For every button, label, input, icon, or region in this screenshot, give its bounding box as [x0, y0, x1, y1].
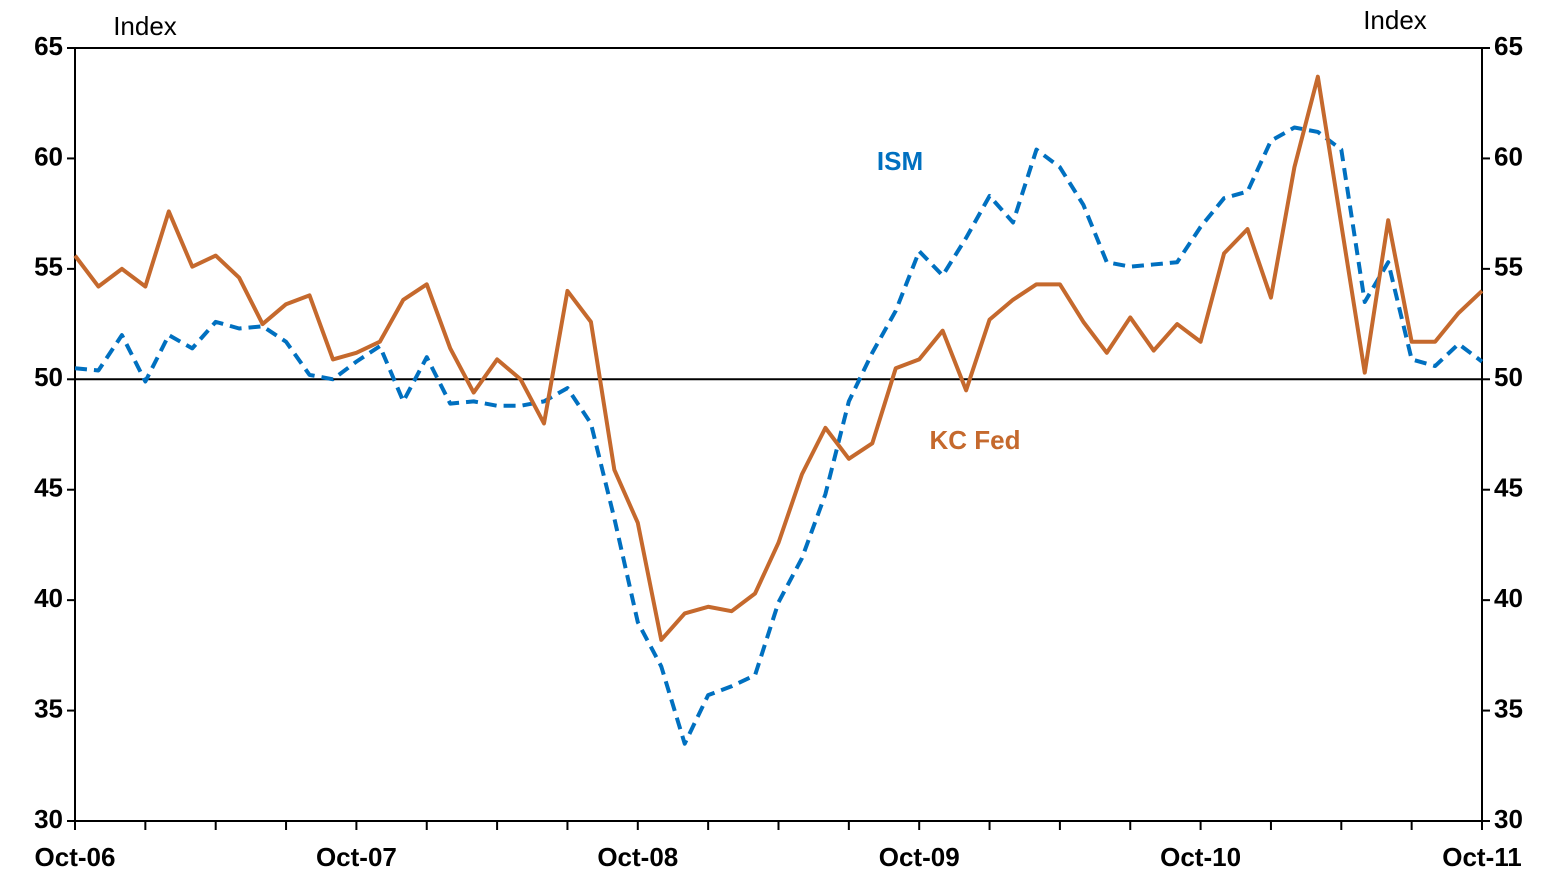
y-tick-label: 45 — [34, 473, 63, 503]
y-tick-label: 65 — [34, 31, 63, 61]
x-tick-label: Oct-10 — [1160, 842, 1241, 872]
y-axis-label: Index — [113, 11, 177, 41]
x-tick-label: Oct-11 — [1442, 842, 1522, 872]
y-tick-label: 40 — [34, 583, 63, 613]
y2-tick-label: 50 — [1494, 362, 1523, 392]
x-tick-label: Oct-06 — [35, 842, 116, 872]
y2-tick-label: 40 — [1494, 583, 1523, 613]
y2-tick-label: 30 — [1494, 804, 1523, 834]
series-label: ISM — [877, 146, 923, 176]
y-tick-label: 55 — [34, 252, 63, 282]
y2-tick-label: 60 — [1494, 141, 1523, 171]
y-tick-label: 35 — [34, 693, 63, 723]
line-series — [73, 74, 1484, 642]
y2-tick-label: 55 — [1494, 252, 1523, 282]
line-series — [74, 125, 1484, 746]
y2-tick-label: 45 — [1494, 473, 1523, 503]
x-tick-label: Oct-08 — [597, 842, 678, 872]
x-tick-label: Oct-09 — [879, 842, 960, 872]
y2-axis-label: Index — [1363, 5, 1427, 35]
y-tick-label: 50 — [34, 362, 63, 392]
y-tick-label: 30 — [34, 804, 63, 834]
x-tick-label: Oct-07 — [316, 842, 397, 872]
series-label: KC Fed — [930, 425, 1021, 455]
y2-tick-label: 35 — [1494, 693, 1523, 723]
y-tick-label: 60 — [34, 141, 63, 171]
y2-tick-label: 65 — [1494, 31, 1523, 61]
